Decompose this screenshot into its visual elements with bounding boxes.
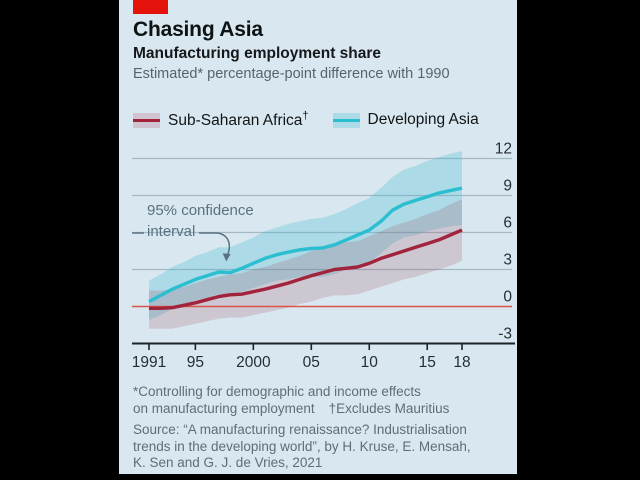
- ci-annotation-line2: interval: [147, 222, 196, 240]
- y-tick-label: 9: [503, 178, 512, 195]
- source-line3: K. Sen and G. J. de Vries, 2021: [133, 455, 323, 470]
- asia-line-mark: [332, 118, 360, 122]
- x-tick-label: 1991: [132, 354, 166, 371]
- line-chart: 1991 95 2000 05 10 15 18 12 9 6 3 0 -3: [132, 141, 515, 371]
- x-tick-label: 15: [419, 354, 436, 371]
- dagger-symbol: †: [302, 110, 309, 122]
- x-tick-label: 95: [187, 354, 204, 371]
- asia-line-swatch-icon: [332, 112, 360, 129]
- legend-item-africa: Sub-Saharan Africa†: [133, 110, 309, 130]
- x-tick-label: 2000: [236, 354, 271, 371]
- footnote-line2-text: on manufacturing employment: [133, 400, 315, 416]
- y-tick-label: 3: [503, 252, 512, 269]
- chart-title: Chasing Asia: [133, 18, 263, 41]
- ci-annotation: 95% confidence interval: [147, 201, 254, 242]
- footnotes: *Controlling for demographic and income …: [133, 384, 471, 472]
- chart-card: Chasing Asia Manufacturing employment sh…: [119, 0, 517, 474]
- chart-plot-area: 1991 95 2000 05 10 15 18 12 9 6 3 0 -3 95% confidenc…: [119, 140, 517, 374]
- source-line1: Source: “A manufacturing renaissance? In…: [133, 422, 467, 437]
- legend-label-africa-text: Sub-Saharan Africa: [168, 112, 303, 130]
- footnote-dagger-note: †Excludes Mauritius: [328, 400, 450, 416]
- africa-line-mark: [133, 118, 160, 122]
- y-tick-label: 0: [503, 289, 512, 306]
- legend-label-africa: Sub-Saharan Africa†: [168, 110, 309, 130]
- source-note: Source: “A manufacturing renaissance? In…: [133, 422, 471, 472]
- brand-tab: [133, 0, 168, 14]
- x-tick-label: 10: [361, 354, 379, 371]
- x-tick-label: 18: [453, 354, 470, 371]
- legend-item-asia: Developing Asia: [332, 111, 479, 129]
- y-tick-label: 12: [495, 141, 512, 158]
- footnote-line2: on manufacturing employment †Excludes Mau…: [133, 401, 471, 418]
- y-tick-label: 6: [503, 215, 512, 232]
- chart-legend: Sub-Saharan Africa† Developing Asia: [133, 110, 479, 130]
- source-line2: trends in the developing world”, by H. K…: [133, 438, 471, 454]
- chart-subtitle: Manufacturing employment share: [133, 45, 382, 62]
- chart-unit-note: Estimated* percentage-point difference w…: [133, 66, 450, 82]
- legend-label-asia: Developing Asia: [367, 111, 479, 129]
- footnote-line1: *Controlling for demographic and income …: [133, 384, 421, 399]
- x-tick-label: 05: [303, 354, 320, 371]
- africa-line-swatch-icon: [133, 112, 160, 129]
- ci-annotation-line1: 95% confidence: [147, 202, 254, 219]
- y-tick-label: -3: [498, 326, 512, 343]
